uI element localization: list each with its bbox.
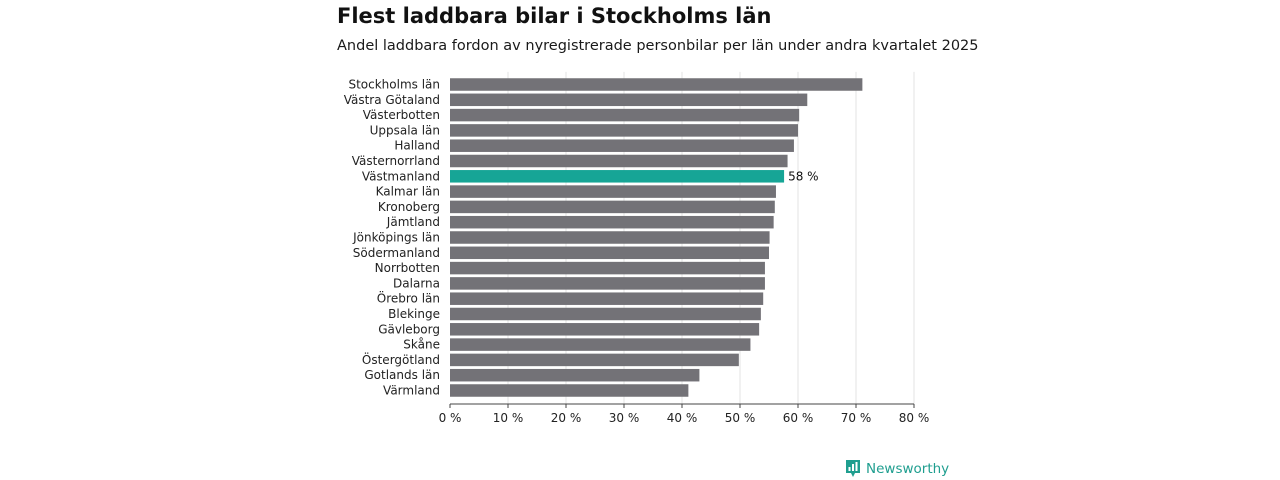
bar <box>450 231 770 244</box>
bar <box>450 277 765 290</box>
x-tick-label: 0 % <box>439 411 462 425</box>
x-tick-label: 60 % <box>783 411 814 425</box>
category-label: Värmland <box>383 384 440 398</box>
category-label: Västerbotten <box>363 108 440 122</box>
bar <box>450 200 775 214</box>
bar <box>450 139 794 152</box>
x-tick-label: 70 % <box>841 411 872 425</box>
category-label: Norrbotten <box>375 261 440 275</box>
x-tick-label: 10 % <box>493 411 524 425</box>
x-tick-label: 50 % <box>725 411 756 425</box>
bar <box>450 185 776 198</box>
bar <box>450 292 764 305</box>
x-tick-label: 30 % <box>609 411 640 425</box>
bar <box>450 93 808 107</box>
bar <box>450 323 760 336</box>
bar <box>450 307 761 321</box>
bar <box>450 246 769 260</box>
brand-name: Newsworthy <box>866 461 950 477</box>
bar <box>450 368 700 382</box>
bar <box>450 108 800 122</box>
bar <box>450 78 863 91</box>
category-label: Uppsala län <box>370 123 440 137</box>
bar <box>450 261 765 275</box>
category-label: Blekinge <box>388 307 440 321</box>
category-label: Västmanland <box>362 169 440 183</box>
category-label: Östergötland <box>362 351 440 367</box>
category-label: Jämtland <box>386 215 440 229</box>
category-label: Gotlands län <box>364 368 440 382</box>
x-tick-label: 40 % <box>667 411 698 425</box>
bar <box>450 353 739 367</box>
x-tick-label: 20 % <box>551 411 582 425</box>
category-label: Södermanland <box>353 246 440 260</box>
chart-title: Flest laddbara bilar i Stockholms län <box>337 4 772 28</box>
chart-subtitle: Andel laddbara fordon av nyregistrerade … <box>337 38 979 54</box>
bar <box>450 124 798 137</box>
bar <box>450 215 774 229</box>
category-label: Kronoberg <box>378 200 440 214</box>
category-label: Dalarna <box>393 276 440 290</box>
category-label: Örebro län <box>377 290 440 306</box>
x-tick-label: 80 % <box>899 411 930 425</box>
bar <box>450 154 788 168</box>
category-label: Västernorrland <box>352 154 440 168</box>
category-label: Stockholms län <box>348 78 440 92</box>
bar <box>450 170 785 183</box>
data-label: 58 % <box>788 169 819 183</box>
category-label: Gävleborg <box>378 322 440 336</box>
bar-chart-speech-icon <box>846 460 860 477</box>
brand-logo: Newsworthy <box>845 459 949 479</box>
category-label: Skåne <box>403 338 440 352</box>
category-label: Västra Götaland <box>344 93 440 107</box>
category-label: Jönköpings län <box>352 231 440 245</box>
bar <box>450 338 751 351</box>
category-label: Kalmar län <box>376 185 440 199</box>
category-label: Halland <box>394 139 440 153</box>
bar <box>450 384 689 397</box>
